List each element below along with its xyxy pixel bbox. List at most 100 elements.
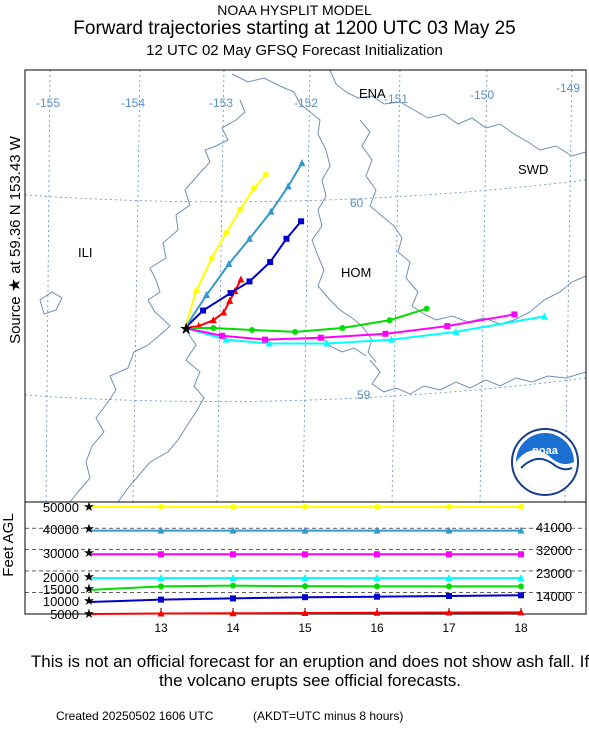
height-star-icon: ★ <box>83 581 95 596</box>
height-series-point <box>230 582 236 589</box>
trajectory-line <box>184 162 303 329</box>
height-left-labels: 50000 40000 30000 20000 15000 10000 5000 <box>43 500 79 622</box>
lat-label: 59 <box>357 388 371 402</box>
latitude-labels: 60 59 <box>350 196 371 402</box>
trajectory-point <box>387 335 395 343</box>
height-series-point <box>301 609 309 617</box>
height-series-point <box>374 551 380 558</box>
trajectory-point <box>452 327 460 335</box>
trajectory-point <box>209 316 217 324</box>
height-series-point <box>302 503 308 510</box>
height-right-labels: 41000 32000 23000 14000 <box>536 520 572 604</box>
lon-label: -155 <box>36 96 60 110</box>
map-frame <box>24 69 587 503</box>
height-right-label: 41000 <box>536 520 572 535</box>
trajectory-point <box>444 323 451 330</box>
height-tick-label: 15000 <box>43 582 79 597</box>
height-series-point <box>157 609 165 617</box>
height-series-point <box>518 583 524 590</box>
height-series-point <box>158 596 164 603</box>
time-tick-label: 15 <box>298 621 312 635</box>
trajectory-point <box>223 229 230 236</box>
trajectory-point <box>237 206 244 213</box>
lon-label: -149 <box>556 81 580 95</box>
height-series-point <box>445 608 453 616</box>
trajectory-point <box>222 335 230 343</box>
trajectory-point <box>220 308 228 316</box>
model-title: NOAA HYSPLIT MODEL <box>217 2 372 18</box>
trajectory-point <box>386 317 393 324</box>
trajectory-tracks <box>184 159 548 347</box>
graticule <box>25 70 586 502</box>
height-series-point <box>373 526 381 534</box>
height-tick-label: 40000 <box>43 522 79 537</box>
height-star-icon: ★ <box>83 521 95 536</box>
height-right-label: 32000 <box>536 543 572 558</box>
height-series-point <box>230 595 236 602</box>
trajectory-point <box>250 185 257 192</box>
trajectory-point <box>246 234 253 242</box>
trajectory-point <box>210 325 217 331</box>
place-ena: ENA <box>359 86 386 101</box>
height-series-point <box>518 551 524 558</box>
trajectory-point <box>284 182 292 190</box>
trajectory-point <box>540 312 548 320</box>
height-series-point <box>373 574 381 581</box>
longitude-labels: -155 -154 -153 -152 -151 -150 -149 <box>36 81 580 110</box>
lon-label: -150 <box>470 88 494 102</box>
height-series-point <box>157 574 165 581</box>
height-series-point <box>374 503 380 510</box>
height-series-point <box>158 583 164 590</box>
height-series-point <box>302 594 308 601</box>
height-series-point <box>446 503 452 510</box>
height-tick-label: 10000 <box>43 594 79 609</box>
height-right-label: 14000 <box>536 589 572 604</box>
time-tick-label: 18 <box>514 621 528 635</box>
height-star-icon: ★ <box>83 569 95 584</box>
place-labels: ENA SWD ILI HOM <box>78 86 548 280</box>
time-tick-label: 13 <box>154 621 168 635</box>
height-series-point <box>518 592 524 599</box>
trajectory-point <box>292 328 299 335</box>
trajectory-point <box>203 291 210 299</box>
lon-label: -152 <box>294 96 318 110</box>
time-tick-label: 17 <box>442 621 456 635</box>
height-star-icon: ★ <box>83 606 95 621</box>
trajectory-point <box>225 259 233 267</box>
height-series-point <box>517 608 525 616</box>
trajectory-point <box>227 290 234 297</box>
trajectory-point <box>423 305 430 312</box>
disclaimer: This is not an official forecast for an … <box>30 652 589 690</box>
height-series-point <box>229 574 237 581</box>
trajectory-point <box>262 171 269 178</box>
trajectory-point <box>249 326 256 333</box>
lon-label: -151 <box>384 92 408 106</box>
trajectory-point <box>382 330 389 337</box>
height-right-label: 23000 <box>536 566 572 581</box>
height-series-point <box>229 609 237 617</box>
height-series-point <box>517 526 525 534</box>
height-series-point <box>229 526 237 534</box>
time-axis-labels: 13 14 15 16 17 18 <box>154 621 528 635</box>
height-series-point <box>302 583 308 590</box>
place-hom: HOM <box>341 265 371 280</box>
lon-label: -154 <box>121 96 145 110</box>
height-series-point <box>302 551 308 558</box>
height-series-point <box>446 593 452 599</box>
lon-label: -153 <box>209 96 233 110</box>
height-tick-label: 30000 <box>43 546 79 561</box>
height-series-point <box>373 608 381 616</box>
noaa-logo-text: noaa <box>532 445 559 457</box>
trajectory-point <box>323 339 331 347</box>
height-series-point <box>157 526 165 534</box>
height-series-point <box>301 574 309 581</box>
height-source-stars: ★ ★ ★ ★ ★ ★ ★ <box>83 499 95 621</box>
height-tick-label: 20000 <box>43 570 79 585</box>
height-series-point <box>301 526 309 534</box>
height-series-point <box>230 551 236 558</box>
height-series-point <box>374 593 380 600</box>
trajectory-point <box>193 288 200 295</box>
source-marker-icon: ★ <box>179 321 193 338</box>
created-timestamp: Created 20250502 1606 UTC <box>56 709 214 723</box>
